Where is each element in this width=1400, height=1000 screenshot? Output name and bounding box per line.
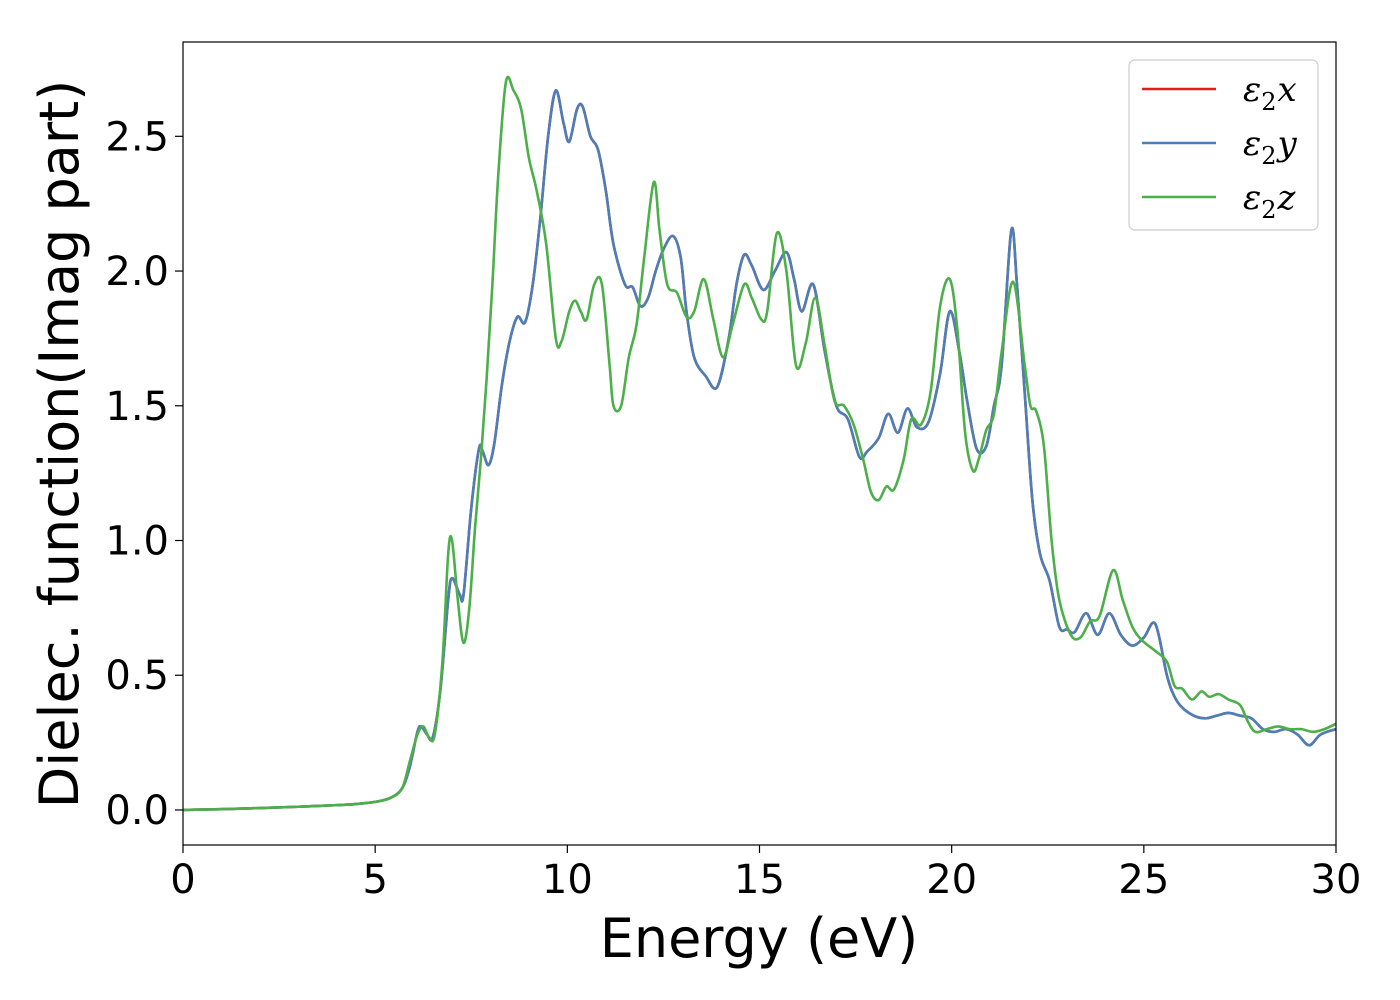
series-line-z (183, 75, 1336, 812)
legend-subscript: 2 (1261, 88, 1276, 116)
series-layer (183, 75, 1336, 812)
legend-label-z: ε2z (1243, 178, 1297, 224)
x-tick-label: 15 (734, 857, 785, 903)
x-axis-label: Energy (eV) (600, 907, 919, 970)
legend-symbol: ε (1243, 70, 1261, 110)
series-line-y (183, 89, 1336, 812)
y-tick-label: 0.0 (105, 788, 169, 834)
x-tick-label: 25 (1118, 857, 1169, 903)
legend-component: x (1278, 70, 1297, 110)
x-tick-label: 0 (170, 857, 195, 903)
y-tick-label: 2.0 (105, 249, 169, 295)
legend-symbol: ε (1243, 124, 1261, 164)
legend-subscript: 2 (1261, 196, 1276, 224)
x-tick-label: 10 (542, 857, 593, 903)
legend-subscript: 2 (1261, 142, 1276, 170)
legend-box (1128, 59, 1319, 231)
x-axis: 0 5 10 15 20 25 30 (170, 845, 1361, 903)
x-tick-label: 5 (362, 857, 387, 903)
legend-symbol: ε (1243, 178, 1261, 218)
y-tick-label: 1.0 (105, 519, 169, 565)
x-tick-label: 30 (1311, 857, 1362, 903)
y-axis: 0.0 0.5 1.0 1.5 2.0 2.5 (105, 114, 183, 834)
legend-label-x: ε2x (1243, 70, 1297, 116)
x-tick-label: 20 (926, 857, 977, 903)
y-axis-label: Dielec. function(Imag part) (28, 80, 91, 809)
legend-component: y (1276, 124, 1298, 164)
y-tick-label: 2.5 (105, 114, 169, 160)
legend-component: z (1277, 178, 1297, 218)
y-tick-label: 1.5 (105, 384, 169, 430)
y-tick-label: 0.5 (105, 653, 169, 699)
legend-label-y: ε2y (1243, 124, 1298, 170)
